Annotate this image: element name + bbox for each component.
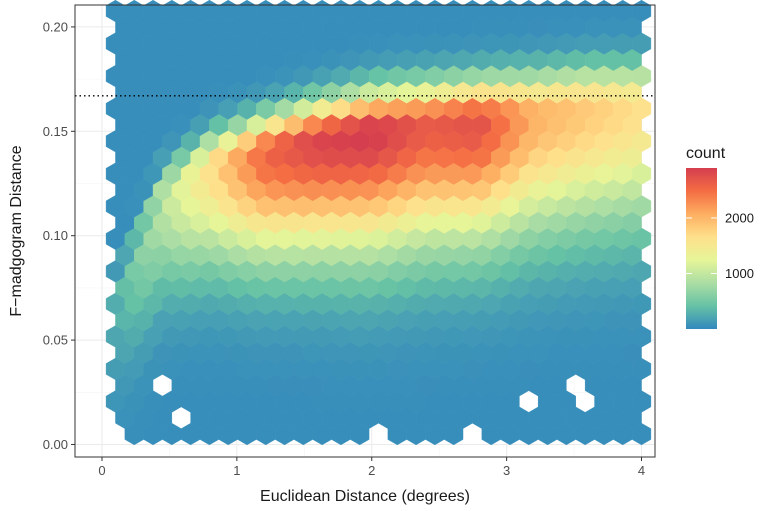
legend-tick-label: 1000 bbox=[725, 266, 754, 281]
legend-title: count bbox=[686, 145, 726, 162]
panel-border bbox=[74, 4, 656, 458]
x-tick-label: 3 bbox=[503, 463, 510, 478]
hex-cell bbox=[631, 0, 652, 23]
y-axis-title: F−madgogram Distance bbox=[8, 145, 25, 316]
y-tick-label: 0.20 bbox=[43, 19, 68, 34]
legend-tick-label: 2000 bbox=[725, 210, 754, 225]
legend: 1000 2000 bbox=[686, 168, 754, 329]
y-axis-ticks: 0.00 0.05 0.10 0.15 0.20 bbox=[43, 19, 75, 452]
y-tick-label: 0.00 bbox=[43, 437, 68, 452]
x-tick-label: 4 bbox=[638, 463, 645, 478]
y-tick-label: 0.05 bbox=[43, 333, 68, 348]
x-axis-title: Euclidean Distance (degrees) bbox=[260, 488, 470, 505]
x-tick-label: 0 bbox=[98, 463, 105, 478]
y-tick-label: 0.15 bbox=[43, 124, 68, 139]
x-tick-label: 1 bbox=[233, 463, 240, 478]
legend-colorbar bbox=[686, 168, 717, 329]
x-tick-label: 2 bbox=[368, 463, 375, 478]
y-tick-label: 0.10 bbox=[43, 228, 68, 243]
hex-cells bbox=[105, 0, 652, 446]
x-axis-ticks: 0 1 2 3 4 bbox=[98, 457, 645, 478]
